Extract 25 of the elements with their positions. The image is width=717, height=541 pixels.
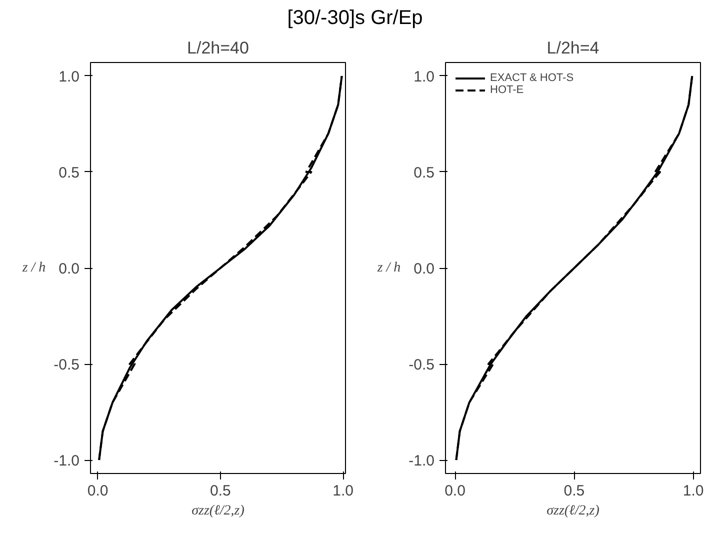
y-tick-label: 1.0	[414, 68, 435, 86]
x-tick-label: 1.0	[682, 482, 704, 500]
y-tick-label: 0.5	[58, 164, 80, 182]
x-axis-title: σzz(ℓ/2,z)	[546, 504, 600, 518]
x-tick-label: 0.0	[87, 482, 108, 500]
chart-subtitle: L/2h=4	[546, 38, 600, 58]
y-tick-label: -0.5	[408, 356, 435, 374]
y-tick-label: -0.5	[54, 356, 80, 374]
y-tick-label: 1.0	[58, 68, 80, 86]
y-tick-label: -1.0	[54, 452, 80, 470]
y-tick-label: 0.5	[414, 164, 435, 182]
y-axis-title: z / h	[376, 260, 401, 276]
legend-label: EXACT & HOT-S	[490, 72, 574, 84]
x-tick-label: 0.5	[210, 482, 231, 500]
y-tick-label: -1.0	[408, 452, 435, 470]
y-tick-label: 0.0	[414, 260, 435, 278]
x-axis-title: σzz(ℓ/2,z)	[192, 504, 245, 518]
y-tick-label: 0.0	[58, 260, 80, 278]
x-tick-label: 0.5	[564, 482, 585, 500]
y-axis-title: z / h	[21, 260, 46, 276]
x-tick-label: 0.0	[444, 482, 466, 500]
chart-title: [30/-30]s Gr/Ep	[287, 6, 423, 31]
chart-subtitle: L/2h=40	[187, 38, 249, 58]
legend-label: HOT-E	[490, 84, 524, 96]
x-tick-label: 1.0	[332, 482, 354, 500]
